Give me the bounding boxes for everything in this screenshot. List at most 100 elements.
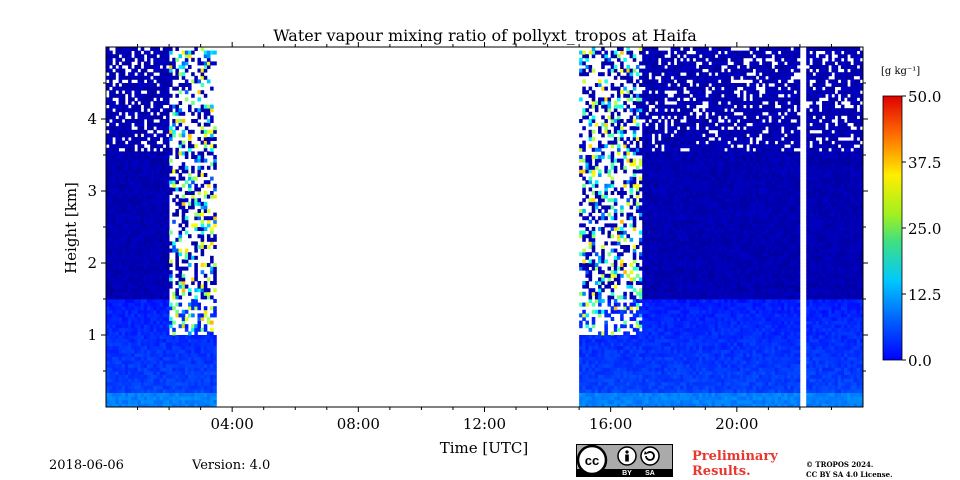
heatmap-cell xyxy=(112,147,116,152)
heatmap-cell xyxy=(147,349,151,354)
heatmap-cell xyxy=(654,47,659,51)
heatmap-cell xyxy=(582,284,586,289)
heatmap-cell xyxy=(651,191,656,195)
heatmap-cell xyxy=(657,122,662,127)
heatmap-cell xyxy=(197,288,202,293)
heatmap-cell xyxy=(150,399,154,404)
heatmap-cell xyxy=(642,338,646,343)
heatmap-cell xyxy=(143,101,148,105)
heatmap-cell xyxy=(147,104,151,109)
heatmap-cell xyxy=(134,165,138,170)
heatmap-cell xyxy=(159,356,164,361)
heatmap-cell xyxy=(156,169,161,174)
heatmap-cell xyxy=(676,65,681,69)
heatmap-cell xyxy=(598,270,602,275)
heatmap-cell xyxy=(137,281,142,285)
heatmap-cell xyxy=(106,169,110,174)
heatmap-cell xyxy=(121,230,126,235)
heatmap-cell xyxy=(156,335,161,339)
heatmap-cell xyxy=(150,353,154,357)
heatmap-cell xyxy=(632,327,637,332)
heatmap-cell xyxy=(661,90,665,95)
heatmap-cell xyxy=(676,389,681,393)
heatmap-cell xyxy=(147,201,151,206)
heatmap-cell xyxy=(676,216,681,221)
heatmap-cell xyxy=(642,57,646,62)
heatmap-cell xyxy=(115,381,120,386)
heatmap-cell xyxy=(109,122,113,127)
heatmap-cell xyxy=(191,342,195,347)
heatmap-cell xyxy=(664,245,668,249)
heatmap-cell xyxy=(598,349,602,354)
heatmap-cell xyxy=(664,79,668,84)
heatmap-cell xyxy=(147,295,151,300)
heatmap-cell xyxy=(109,277,113,282)
heatmap-cell xyxy=(124,345,129,350)
heatmap-cell xyxy=(106,360,110,365)
heatmap-cell xyxy=(664,270,668,275)
heatmap-cell xyxy=(131,237,135,242)
heatmap-cell xyxy=(115,324,120,329)
heatmap-cell xyxy=(118,86,123,91)
heatmap-cell xyxy=(203,158,208,163)
heatmap-cell xyxy=(670,396,675,401)
heatmap-cell xyxy=(153,108,157,113)
heatmap-cell xyxy=(616,295,621,300)
heatmap-cell xyxy=(121,349,126,354)
heatmap-cell xyxy=(616,392,621,397)
heatmap-cell xyxy=(106,378,110,383)
heatmap-cell xyxy=(588,396,593,401)
heatmap-cell xyxy=(165,223,170,228)
heatmap-cell xyxy=(582,126,586,131)
heatmap-cell xyxy=(112,198,116,203)
heatmap-cell xyxy=(632,111,637,116)
heatmap-cell xyxy=(109,72,113,77)
heatmap-cell xyxy=(654,403,659,408)
heatmap-cell xyxy=(172,65,176,69)
heatmap-cell xyxy=(626,90,630,95)
heatmap-cell xyxy=(601,335,605,339)
heatmap-cell xyxy=(610,378,615,383)
heatmap-cell xyxy=(172,363,176,368)
heatmap-cell xyxy=(667,183,671,188)
heatmap-cell xyxy=(162,133,167,138)
heatmap-cell xyxy=(184,57,189,62)
heatmap-cell xyxy=(162,259,167,264)
heatmap-cell xyxy=(131,165,135,170)
heatmap-cell xyxy=(162,191,167,195)
heatmap-cell xyxy=(673,342,678,347)
heatmap-cell xyxy=(620,61,624,66)
heatmap-cell xyxy=(172,335,176,339)
heatmap-cell xyxy=(648,79,653,84)
heatmap-cell xyxy=(620,309,624,314)
heatmap-cell xyxy=(639,288,643,293)
heatmap-cell xyxy=(106,68,110,73)
heatmap-cell xyxy=(124,187,129,192)
heatmap-cell xyxy=(191,151,195,156)
heatmap-cell xyxy=(128,295,132,300)
heatmap-cell xyxy=(121,255,126,260)
heatmap-cell xyxy=(162,140,167,145)
heatmap-cell xyxy=(156,270,161,275)
heatmap-cell xyxy=(162,288,167,293)
heatmap-cell xyxy=(159,115,164,120)
heatmap-cell xyxy=(616,151,621,156)
heatmap-cell xyxy=(661,281,665,285)
heatmap-cell xyxy=(616,147,621,152)
heatmap-cell xyxy=(680,371,684,375)
heatmap-cell xyxy=(213,389,217,393)
heatmap-cell xyxy=(632,363,637,368)
heatmap-cell xyxy=(121,313,126,318)
heatmap-cell xyxy=(150,259,154,264)
heatmap-cell xyxy=(635,399,640,404)
heatmap-cell xyxy=(598,335,602,339)
heatmap-cell xyxy=(588,335,593,339)
heatmap-cell xyxy=(112,219,116,224)
heatmap-cell xyxy=(632,252,637,257)
heatmap-cell xyxy=(115,54,120,59)
heatmap-cell xyxy=(121,83,126,87)
heatmap-cell xyxy=(150,65,154,69)
heatmap-cell xyxy=(115,137,120,141)
heatmap-cell xyxy=(106,173,110,177)
heatmap-cell xyxy=(610,68,615,73)
